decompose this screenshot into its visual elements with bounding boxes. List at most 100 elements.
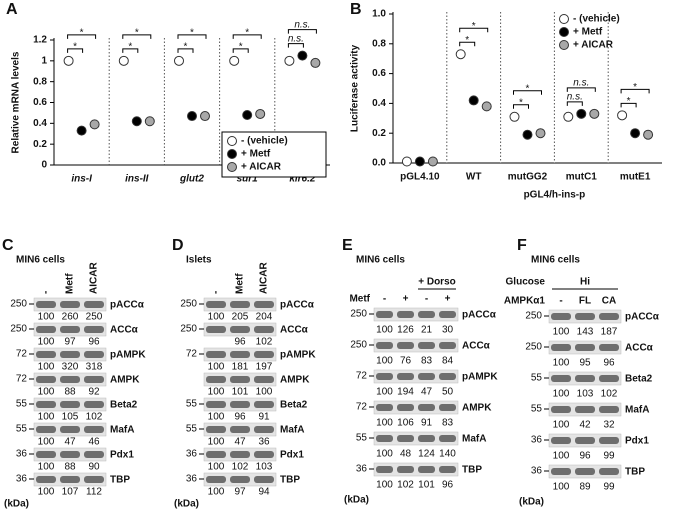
quant-value: 91 bbox=[258, 412, 270, 423]
quant-value: 102 bbox=[86, 412, 103, 423]
blot-band bbox=[230, 301, 250, 308]
blot-band bbox=[376, 466, 393, 473]
blot-band bbox=[418, 342, 435, 349]
protein-label: TBP bbox=[280, 475, 300, 486]
quant-value: 320 bbox=[62, 362, 79, 373]
panel-letter: E bbox=[342, 237, 353, 254]
protein-label: Beta2 bbox=[625, 374, 653, 385]
quant-value: 100 bbox=[376, 325, 393, 336]
quant-value: 197 bbox=[256, 362, 273, 373]
category-label: glut2 bbox=[179, 174, 204, 185]
blot-band bbox=[230, 401, 250, 408]
blot-band bbox=[60, 376, 80, 383]
quant-value: 143 bbox=[577, 327, 594, 338]
y-tick-label: 0 bbox=[41, 160, 47, 171]
quant-value: 92 bbox=[88, 387, 100, 398]
category-label: mutE1 bbox=[620, 172, 651, 183]
data-point bbox=[63, 55, 74, 66]
quant-value: 96 bbox=[603, 358, 615, 369]
data-point bbox=[118, 55, 129, 66]
significance-bracket bbox=[122, 34, 152, 39]
lane-label: AICAR bbox=[89, 262, 100, 294]
quant-value: 205 bbox=[232, 312, 249, 323]
quant-value: 96 bbox=[234, 337, 246, 348]
significance-label: * bbox=[472, 21, 476, 32]
quant-value: 100 bbox=[553, 389, 570, 400]
blot-band bbox=[575, 406, 595, 413]
data-point bbox=[229, 55, 240, 66]
blot-band bbox=[551, 344, 571, 351]
lane-label: - bbox=[211, 291, 222, 294]
protein-label: pACCα bbox=[280, 300, 315, 311]
marker-label: 55 bbox=[186, 399, 198, 410]
quant-value: 88 bbox=[64, 462, 76, 473]
significance-label: * bbox=[465, 35, 469, 46]
marker-label: 36 bbox=[531, 466, 543, 477]
blot-band bbox=[206, 326, 226, 333]
quant-value: 48 bbox=[400, 449, 412, 460]
panel-letter: C bbox=[2, 237, 14, 254]
quant-value: 100 bbox=[38, 437, 55, 448]
protein-label: MafA bbox=[462, 434, 486, 445]
marker-label: 250 bbox=[350, 340, 367, 351]
blot-band bbox=[60, 476, 80, 483]
quant-value: 101 bbox=[418, 480, 435, 491]
protein-label: Pdx1 bbox=[280, 450, 304, 461]
quant-value: 100 bbox=[208, 487, 225, 498]
protein-label: pACCα bbox=[462, 310, 497, 321]
blot-band bbox=[439, 373, 456, 380]
blot-band bbox=[254, 326, 274, 333]
marker-label: 36 bbox=[186, 449, 198, 460]
y-axis-label: Relative mRNA levels bbox=[11, 51, 22, 153]
marker-label: 55 bbox=[531, 404, 543, 415]
blot-band bbox=[575, 313, 595, 320]
blot-band bbox=[254, 451, 274, 458]
unit-label: (kDa) bbox=[519, 497, 544, 508]
data-point bbox=[427, 156, 438, 167]
blot-band bbox=[254, 426, 274, 433]
protein-label: pAMPK bbox=[462, 372, 498, 383]
quant-value: 100 bbox=[553, 420, 570, 431]
span-row-label: Glucose bbox=[506, 277, 546, 288]
blot-band bbox=[397, 311, 414, 318]
quant-value: 124 bbox=[418, 449, 435, 460]
marker-label: 55 bbox=[356, 433, 368, 444]
panel-letter: F bbox=[517, 237, 527, 254]
significance-bracket bbox=[122, 48, 139, 53]
blot-band bbox=[575, 468, 595, 475]
data-point bbox=[576, 108, 587, 119]
significance-bracket bbox=[177, 34, 207, 39]
quant-value: 102 bbox=[256, 337, 273, 348]
protein-label: Pdx1 bbox=[625, 436, 649, 447]
lane-label: Metf bbox=[65, 273, 76, 294]
blot-band bbox=[439, 466, 456, 473]
quant-value: 100 bbox=[38, 337, 55, 348]
quant-value: 95 bbox=[579, 358, 591, 369]
protein-label: pAMPK bbox=[110, 350, 146, 361]
blot-band bbox=[84, 451, 104, 458]
data-point bbox=[630, 128, 641, 139]
blot-band bbox=[84, 426, 104, 433]
data-point bbox=[200, 111, 210, 122]
quant-value: 204 bbox=[256, 312, 273, 323]
quant-value: 103 bbox=[256, 462, 273, 473]
marker-label: 72 bbox=[356, 402, 368, 413]
blot-band bbox=[254, 351, 274, 358]
quant-value: 100 bbox=[38, 487, 55, 498]
significance-bracket bbox=[459, 41, 476, 47]
blot-band bbox=[551, 375, 571, 382]
significance-label: * bbox=[73, 41, 77, 52]
y-tick-label: 1.0 bbox=[372, 9, 386, 20]
blot-band bbox=[254, 301, 274, 308]
data-point bbox=[242, 110, 253, 120]
quant-value: 181 bbox=[232, 362, 249, 373]
quant-value: 42 bbox=[579, 420, 591, 431]
quant-value: 102 bbox=[397, 480, 414, 491]
quant-value: 99 bbox=[603, 451, 615, 462]
significance-label: * bbox=[245, 27, 249, 38]
quant-value: 103 bbox=[577, 389, 594, 400]
data-point bbox=[481, 101, 492, 112]
significance-label: * bbox=[526, 83, 530, 94]
blot-band bbox=[84, 326, 104, 333]
blot-band bbox=[254, 401, 274, 408]
